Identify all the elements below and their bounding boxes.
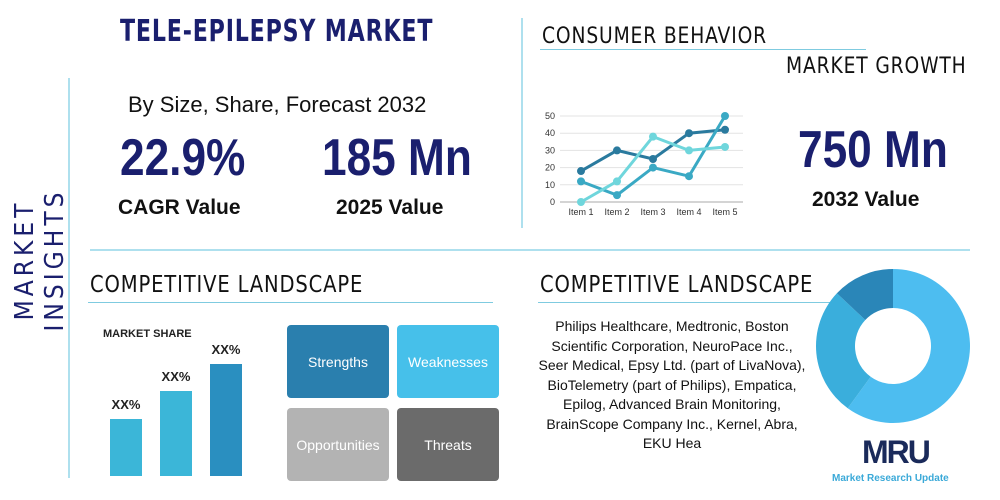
donut-slice [836, 269, 893, 320]
bar-label: XX% [161, 369, 191, 384]
data-point [685, 172, 693, 181]
data-point [577, 167, 585, 176]
data-point [577, 198, 585, 206]
data-point [613, 191, 621, 200]
y-tick-label: 50 [545, 111, 555, 121]
swot-strengths: Strengths [287, 325, 389, 398]
market-share-bar [160, 391, 192, 476]
line-chart: 0 10 20 30 40 50 Item 1 Item 2 Item 3 Item 4 Item … [545, 111, 743, 217]
x-tick-label: Item 2 [604, 207, 629, 217]
data-point [613, 177, 621, 186]
y-tick-label: 10 [545, 180, 555, 190]
data-point [685, 146, 693, 155]
2025-value: 185 Mn [322, 129, 472, 187]
x-tick-label: Item 1 [568, 207, 593, 217]
competitive-left-underline [88, 302, 493, 303]
horizontal-divider [90, 249, 970, 251]
bar-label: XX% [211, 342, 241, 357]
data-point [649, 163, 657, 172]
y-tick-label: 0 [550, 197, 555, 207]
y-tick-label: 40 [545, 128, 555, 138]
data-point [721, 112, 729, 120]
subtitle: By Size, Share, Forecast 2032 [128, 92, 427, 117]
donut-slice [816, 293, 871, 409]
bar-label: XX% [111, 397, 141, 412]
swot-opportunities: Opportunities [287, 408, 389, 481]
donut-slice [847, 269, 970, 423]
side-divider [68, 78, 70, 478]
side-title: MARKET INSIGHTS [10, 188, 70, 332]
swot-weaknesses: Weaknesses [397, 325, 499, 398]
logo-text: Market Research Update [832, 473, 949, 484]
data-point [649, 132, 657, 141]
data-point [721, 142, 729, 151]
x-tick-label: Item 3 [640, 207, 665, 217]
data-point [577, 177, 585, 186]
2032-value: 750 Mn [798, 121, 948, 179]
market-share-label: MARKET SHARE [103, 328, 192, 340]
page-title: TELE-EPILEPSY MARKET [120, 14, 434, 49]
vertical-divider [521, 18, 523, 228]
logo-mark: MRU [862, 434, 931, 470]
data-point [685, 129, 693, 138]
donut-chart [816, 269, 970, 423]
competitive-right-title: COMPETITIVE LANDSCAPE [540, 272, 814, 298]
y-tick-label: 30 [545, 145, 555, 155]
consumer-title: CONSUMER BEHAVIOR [542, 24, 767, 49]
cagr-value: 22.9% [120, 129, 246, 187]
data-point [649, 155, 657, 163]
consumer-underline [540, 49, 866, 50]
swot-threats: Threats [397, 408, 499, 481]
2025-label: 2025 Value [336, 196, 444, 219]
market-share-bar [110, 419, 142, 476]
2032-label: 2032 Value [812, 188, 920, 211]
data-point [613, 146, 621, 155]
competitive-left-title: COMPETITIVE LANDSCAPE [90, 272, 364, 298]
x-tick-label: Item 4 [676, 207, 701, 217]
x-tick-label: Item 5 [712, 207, 737, 217]
competitive-right-underline [538, 302, 830, 303]
data-point [721, 125, 729, 134]
growth-title: MARKET GROWTH [786, 54, 967, 79]
y-tick-label: 20 [545, 163, 555, 173]
market-share-bar [210, 364, 242, 476]
companies-text: Philips Healthcare, Medtronic, Boston Sc… [538, 318, 806, 451]
cagr-label: CAGR Value [118, 196, 241, 219]
